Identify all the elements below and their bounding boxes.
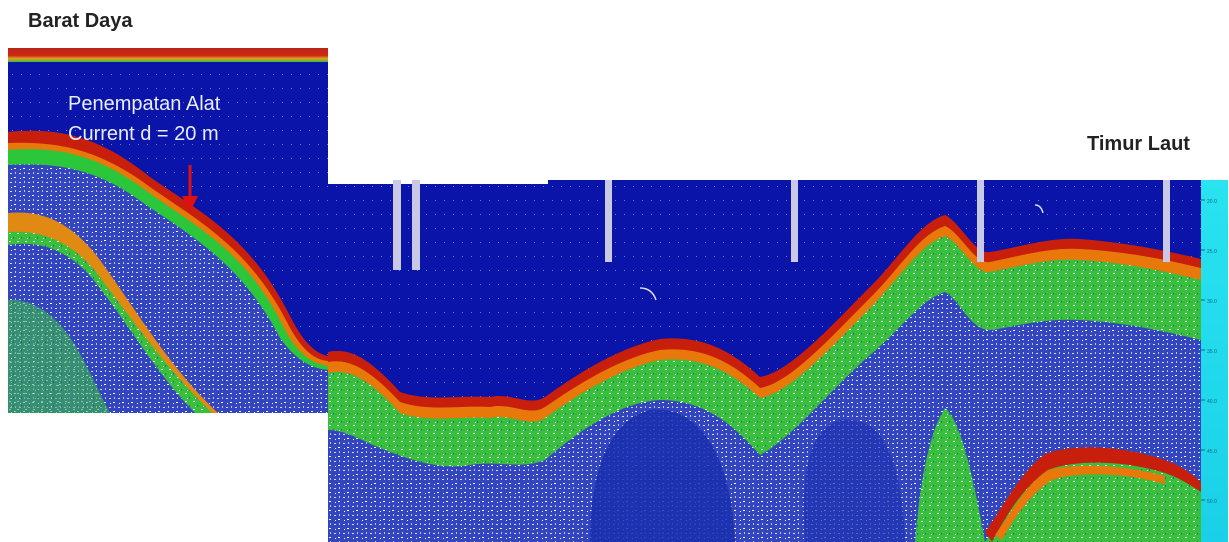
surface-band [8,48,328,62]
scale-tick-label: 35.0 [1207,349,1217,355]
marker-bar [977,180,984,262]
depth-scale: 20.0 25.0 30.0 35.0 40.0 45.0 50.0 [1201,180,1228,542]
label-southwest: Barat Daya [28,10,133,32]
marker-bar [605,180,612,262]
annotation-line-1: Penempatan Alat [68,93,221,115]
scale-tick-label: 50.0 [1207,499,1217,505]
annotation-line-2: Current d = 20 m [68,123,219,145]
scale-tick-label: 40.0 [1207,399,1217,405]
label-northeast: Timur Laut [1087,133,1190,155]
left-echogram-panel [8,48,328,413]
scale-tick-label: 20.0 [1207,199,1217,205]
marker-bar [412,180,420,270]
arrow-marker [182,165,198,212]
scale-tick-label: 45.0 [1207,449,1217,455]
scale-tick-label: 25.0 [1207,249,1217,255]
marker-bar [393,180,401,270]
marker-bar [1163,180,1170,262]
marker-bar [791,180,798,262]
right-echogram-panel [328,180,1201,542]
scale-tick-label: 30.0 [1207,299,1217,305]
